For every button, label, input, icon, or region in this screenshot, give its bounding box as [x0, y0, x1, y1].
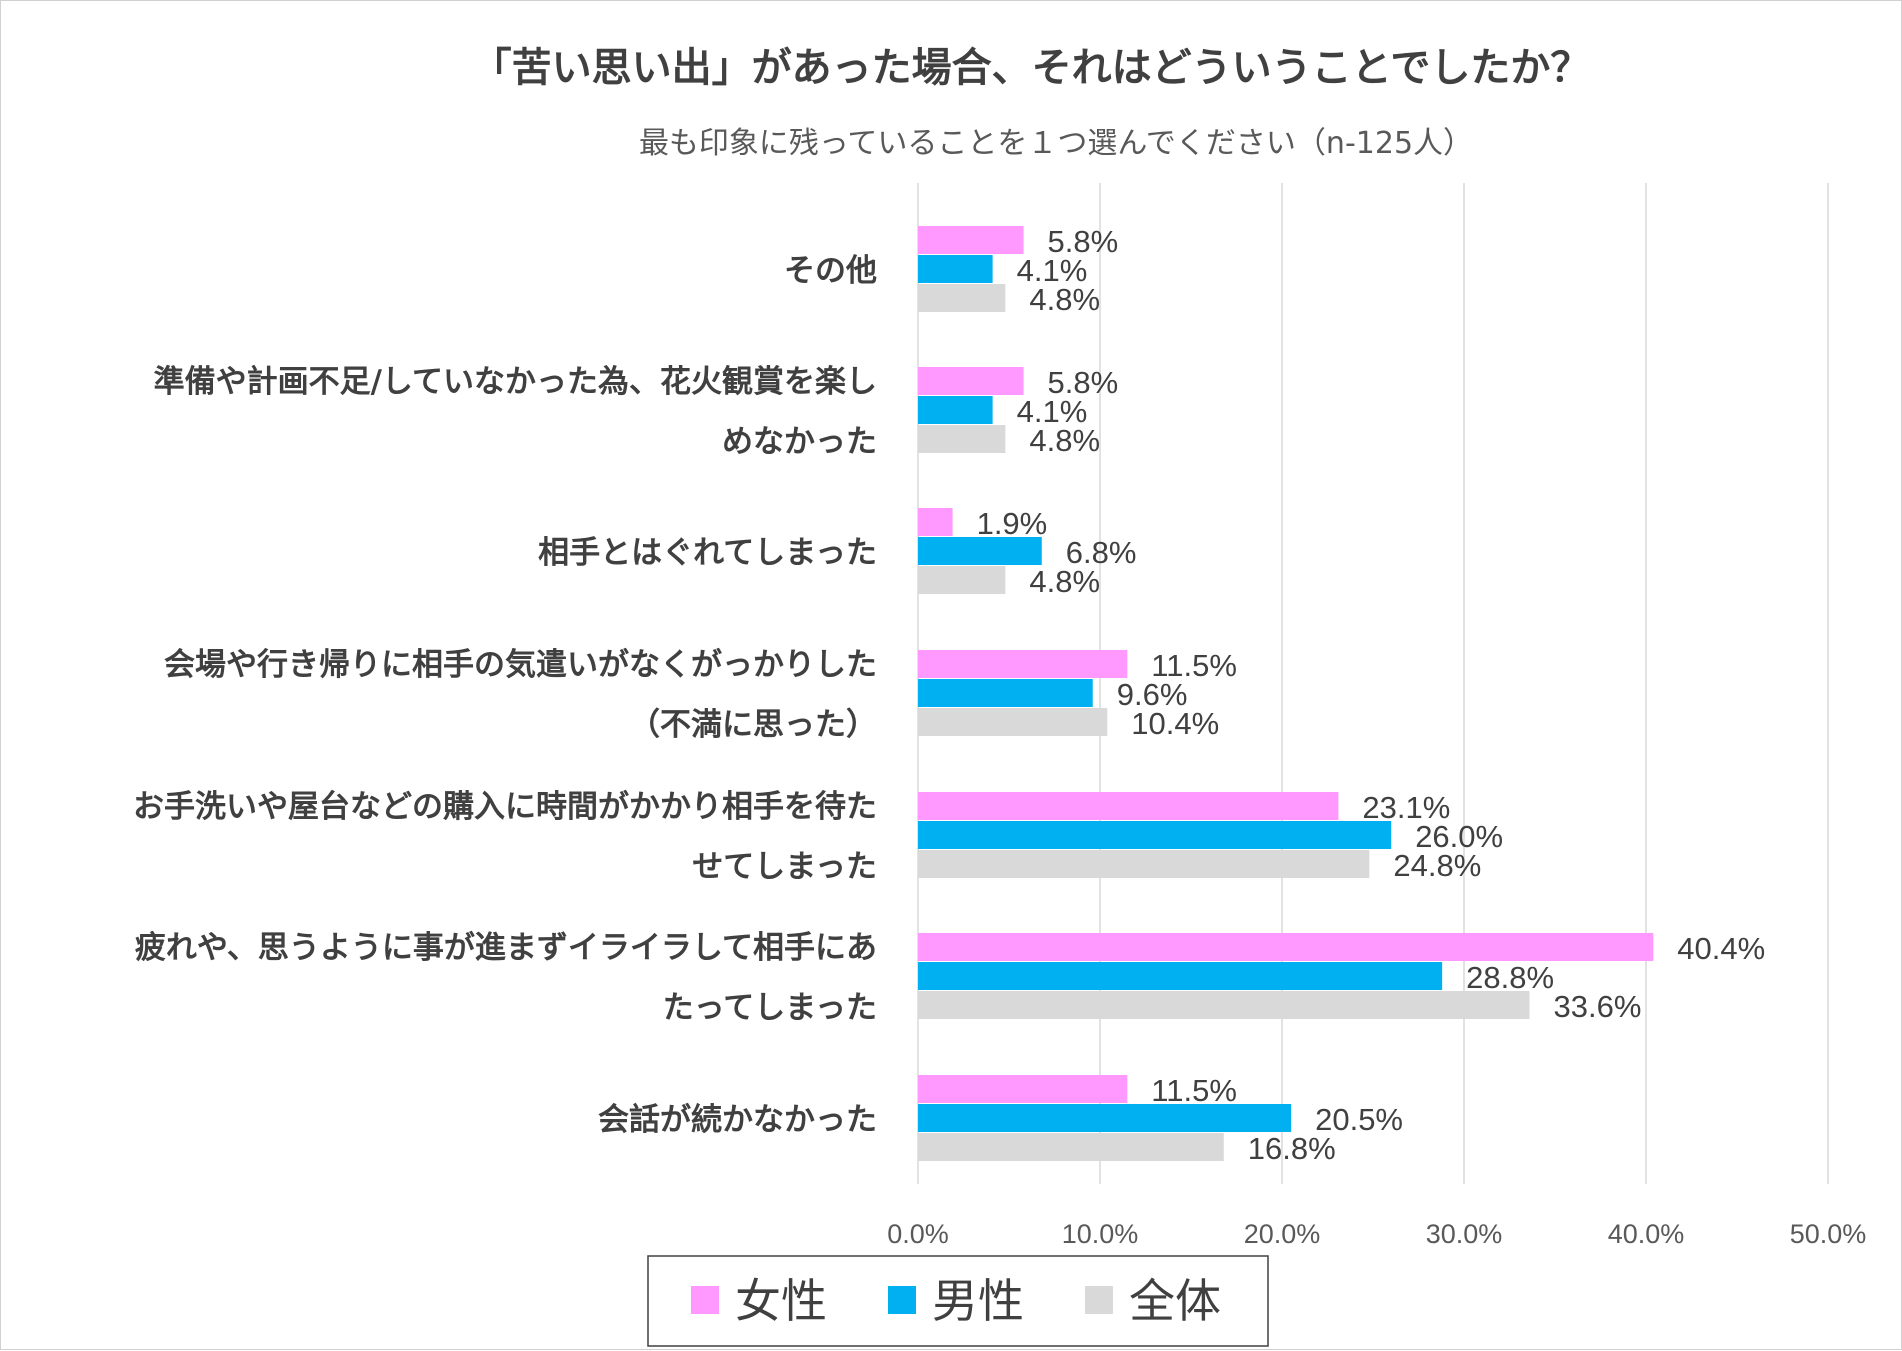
legend-label: 全体 [1129, 1274, 1221, 1328]
category-label: せてしまった [692, 849, 877, 885]
data-label: 6.8% [1066, 535, 1137, 570]
x-tick-label: 30.0% [1426, 1219, 1503, 1249]
data-label: 5.8% [1048, 224, 1119, 259]
data-label: 28.8% [1466, 960, 1554, 995]
data-label: 23.1% [1362, 790, 1450, 825]
category-label: その他 [784, 253, 877, 289]
bar [918, 226, 1024, 254]
data-label: 4.1% [1017, 253, 1088, 288]
x-tick-label: 20.0% [1244, 1219, 1321, 1249]
category-label: （不満に思った） [629, 707, 877, 743]
data-label: 1.9% [977, 506, 1048, 541]
chart-title: 「苦い思い出」があった場合、それはどういうことでしたか？ [472, 45, 1591, 91]
bar [918, 679, 1093, 707]
data-label: 11.5% [1151, 648, 1237, 683]
x-tick-label: 0.0% [887, 1219, 949, 1249]
legend-swatch [888, 1286, 916, 1314]
x-axis-ticks: 0.0% 10.0% 20.0% 30.0% 40.0% 50.0% [887, 1219, 1866, 1249]
data-label: 4.1% [1017, 394, 1088, 429]
category-label: たってしまった [663, 990, 877, 1026]
data-label: 10.4% [1131, 706, 1219, 741]
bar [918, 284, 1006, 312]
chart-subtitle: 最も印象に残っていることを１つ選んでください（n-125人） [639, 126, 1473, 161]
bar [918, 1104, 1292, 1132]
bar [918, 255, 993, 283]
data-label: 11.5% [1151, 1073, 1237, 1108]
bar [918, 708, 1108, 736]
legend-swatch [691, 1286, 719, 1314]
bar [918, 991, 1530, 1019]
legend-box [647, 1255, 1269, 1347]
category-label: 会場や行き帰りに相手の気遣いがなくがっかりした [164, 647, 877, 683]
legend-label: 男性 [932, 1274, 1024, 1328]
bar [918, 1075, 1128, 1103]
bar [918, 650, 1128, 678]
bar [918, 566, 1006, 594]
bar [918, 962, 1443, 990]
bar [918, 821, 1392, 849]
category-label: 疲れや、思うように事が進まずイライラして相手にあ [135, 930, 877, 966]
data-label: 33.6% [1554, 989, 1642, 1024]
bar [918, 396, 993, 424]
x-tick-label: 40.0% [1608, 1219, 1685, 1249]
data-label: 20.5% [1315, 1102, 1403, 1137]
category-label: 会話が続かなかった [598, 1102, 877, 1138]
data-label: 4.8% [1029, 564, 1100, 599]
data-label: 4.8% [1029, 282, 1100, 317]
category-label: 準備や計画不足/していなかった為、花火観賞を楽し [154, 364, 877, 400]
data-label: 40.4% [1677, 931, 1765, 966]
bar [918, 933, 1654, 961]
data-label: 9.6% [1117, 677, 1188, 712]
legend-label: 女性 [735, 1274, 827, 1328]
bar [918, 508, 953, 536]
bar [918, 367, 1024, 395]
category-label: お手洗いや屋台などの購入に時間がかかり相手を待た [133, 789, 877, 825]
bars [918, 226, 1654, 1161]
category-label: めなかった [722, 424, 877, 460]
bar [918, 537, 1042, 565]
x-tick-label: 50.0% [1790, 1219, 1867, 1249]
legend: 女性 男性 全体 [647, 1255, 1269, 1347]
data-label: 4.8% [1029, 423, 1100, 458]
data-label: 5.8% [1048, 365, 1119, 400]
bar [918, 850, 1370, 878]
x-tick-label: 10.0% [1062, 1219, 1139, 1249]
category-label: 相手とはぐれてしまった [538, 535, 877, 571]
bar [918, 425, 1006, 453]
data-label: 26.0% [1415, 819, 1503, 854]
bar [918, 1133, 1224, 1161]
data-label: 16.8% [1248, 1131, 1336, 1166]
value-labels: 5.8% 5.8% 1.9% 11.5% 23.1% 40.4% 11.5% 4.1% 4.1%… [977, 224, 1766, 1166]
bar [918, 792, 1339, 820]
legend-swatch [1085, 1286, 1113, 1314]
data-label: 24.8% [1393, 848, 1481, 883]
category-labels: その他準備や計画不足/していなかった為、花火観賞を楽しめなかった相手とはぐれてし… [133, 253, 877, 1138]
